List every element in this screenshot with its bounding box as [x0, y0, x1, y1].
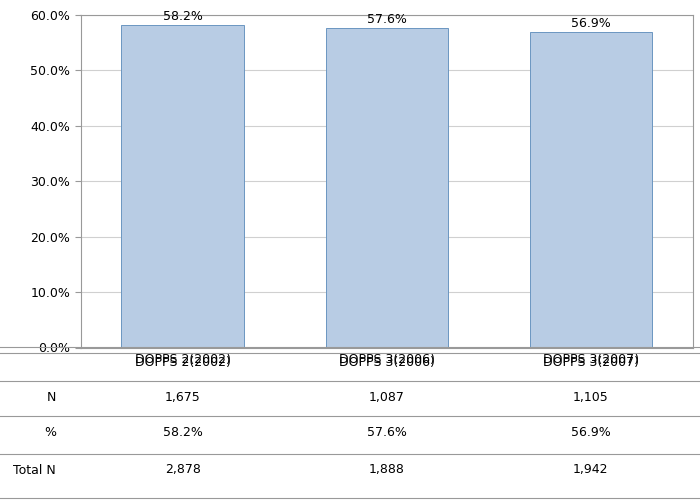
Bar — [121, 25, 244, 347]
Text: 1,888: 1,888 — [369, 464, 405, 476]
Text: 58.2%: 58.2% — [162, 426, 202, 439]
Bar — [326, 28, 448, 347]
Text: 57.6%: 57.6% — [367, 13, 407, 26]
Text: Total N: Total N — [13, 464, 56, 476]
Text: 56.9%: 56.9% — [571, 17, 611, 30]
Bar — [530, 32, 652, 348]
Text: 58.2%: 58.2% — [162, 10, 202, 23]
Text: 57.6%: 57.6% — [367, 426, 407, 439]
Text: 1,105: 1,105 — [573, 391, 609, 404]
Text: DOPPS 3(2006): DOPPS 3(2006) — [339, 356, 435, 369]
Text: 1,087: 1,087 — [369, 391, 405, 404]
Text: 1,942: 1,942 — [573, 464, 609, 476]
Text: 56.9%: 56.9% — [571, 426, 611, 439]
Text: DOPPS 3(2007): DOPPS 3(2007) — [543, 356, 639, 369]
Text: 1,675: 1,675 — [164, 391, 200, 404]
Text: DOPPS 2(2002): DOPPS 2(2002) — [134, 356, 230, 369]
Text: 2,878: 2,878 — [164, 464, 200, 476]
Text: %: % — [44, 426, 56, 439]
Text: N: N — [47, 391, 56, 404]
